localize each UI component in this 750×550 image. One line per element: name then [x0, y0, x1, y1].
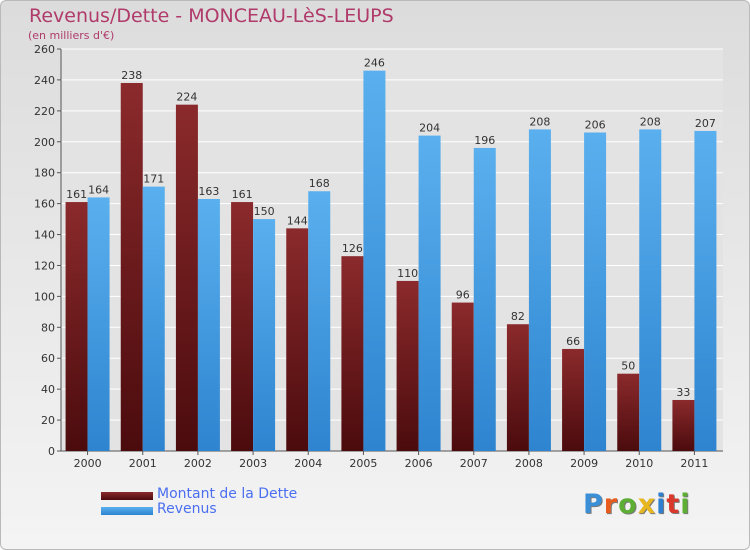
x-tick-label-2011: 2011 — [680, 457, 708, 470]
data-label-dette-2002: 224 — [176, 91, 197, 104]
legend-swatch-revenus — [101, 507, 153, 515]
data-label-dette-2011: 33 — [676, 386, 690, 399]
x-tick-label-2002: 2002 — [184, 457, 212, 470]
bar-dette-2004 — [286, 228, 309, 451]
y-tick-label: 80 — [41, 321, 55, 334]
y-tick-label: 100 — [34, 290, 55, 303]
x-tick-label-2006: 2006 — [405, 457, 433, 470]
chart-title: Revenus/Dette - MONCEAU-LèS-LEUPS — [29, 5, 394, 27]
x-tick-label-2007: 2007 — [460, 457, 488, 470]
bar-dette-2003 — [231, 202, 254, 451]
logo-letter: P — [583, 489, 604, 520]
bar-revenus-2008 — [528, 129, 551, 451]
data-label-dette-2006: 110 — [397, 267, 418, 280]
bar-dette-2006 — [396, 280, 419, 451]
y-tick-label: 240 — [34, 74, 55, 87]
bar-revenus-2009 — [584, 132, 607, 451]
legend-label-dette: Montant de la Dette — [157, 486, 298, 502]
bar-dette-2002 — [175, 104, 198, 452]
bar-revenus-2002 — [197, 198, 220, 451]
bar-revenus-2005 — [363, 70, 386, 452]
logo-letter: r — [603, 489, 619, 520]
bar-dette-2008 — [506, 324, 529, 451]
y-tick-label: 160 — [34, 198, 55, 211]
logo-letter: i — [680, 489, 691, 520]
data-label-dette-2005: 126 — [342, 242, 363, 255]
bar-revenus-2004 — [308, 191, 331, 451]
data-label-dette-2010: 50 — [621, 360, 635, 373]
y-tick-label: 60 — [41, 352, 55, 365]
data-label-revenus-2002: 163 — [198, 185, 219, 198]
bar-revenus-2007 — [473, 147, 496, 451]
x-tick-label-2008: 2008 — [515, 457, 543, 470]
y-tick-label: 260 — [34, 43, 55, 56]
data-label-revenus-2011: 207 — [695, 117, 716, 130]
y-tick-label: 180 — [34, 167, 55, 180]
data-label-dette-2008: 82 — [511, 310, 525, 323]
bar-dette-2000 — [65, 202, 88, 451]
y-tick-label: 40 — [41, 383, 55, 396]
data-label-revenus-2007: 196 — [474, 134, 495, 147]
bar-revenus-2010 — [639, 129, 662, 451]
x-tick-label-2004: 2004 — [294, 457, 322, 470]
data-label-revenus-2008: 208 — [529, 115, 550, 128]
logo-letter: i — [656, 489, 667, 520]
bar-revenus-2001 — [142, 186, 165, 451]
y-tick-label: 140 — [34, 229, 55, 242]
data-label-revenus-2000: 164 — [88, 183, 109, 196]
data-label-dette-2004: 144 — [287, 214, 308, 227]
bar-dette-2007 — [451, 302, 474, 451]
data-label-revenus-2004: 168 — [309, 177, 330, 190]
logo-letter: o — [618, 489, 638, 520]
data-label-dette-2003: 161 — [232, 188, 253, 201]
x-tick-label-2005: 2005 — [349, 457, 377, 470]
bar-dette-2011 — [672, 399, 695, 451]
y-tick-label: 120 — [34, 259, 55, 272]
chart-subtitle: (en milliers d'€) — [28, 29, 115, 42]
y-tick-label: 220 — [34, 105, 55, 118]
data-label-revenus-2003: 150 — [254, 205, 275, 218]
y-tick-label: 200 — [34, 136, 55, 149]
y-tick-label: 0 — [48, 445, 55, 458]
data-label-revenus-2009: 206 — [585, 118, 606, 131]
data-label-dette-2007: 96 — [456, 289, 470, 302]
bar-revenus-2006 — [418, 135, 441, 452]
data-label-revenus-2006: 204 — [419, 122, 440, 135]
data-label-revenus-2010: 208 — [640, 115, 661, 128]
x-tick-label-2010: 2010 — [625, 457, 653, 470]
data-label-revenus-2001: 171 — [143, 173, 164, 186]
x-tick-label-2003: 2003 — [239, 457, 267, 470]
bar-dette-2001 — [120, 83, 143, 451]
plot-area — [61, 49, 723, 451]
bar-dette-2009 — [562, 348, 585, 451]
data-label-dette-2001: 238 — [121, 69, 142, 82]
x-tick-label-2001: 2001 — [129, 457, 157, 470]
bar-revenus-2000 — [87, 197, 110, 451]
logo-letter: x — [637, 489, 657, 520]
logo-letter: t — [666, 489, 681, 520]
legend-swatch-dette — [101, 492, 153, 500]
x-tick-label-2000: 2000 — [74, 457, 102, 470]
data-label-revenus-2005: 246 — [364, 57, 385, 70]
legend-label-revenus: Revenus — [157, 501, 217, 517]
proxiti-logo: Proxiti — [583, 489, 691, 520]
bar-dette-2010 — [617, 373, 640, 451]
data-label-dette-2000: 161 — [66, 188, 87, 201]
bar-revenus-2003 — [253, 219, 276, 451]
x-tick-label-2009: 2009 — [570, 457, 598, 470]
bar-revenus-2011 — [694, 130, 717, 451]
y-tick-label: 20 — [41, 414, 55, 427]
data-label-dette-2009: 66 — [566, 335, 580, 348]
bar-dette-2005 — [341, 256, 364, 451]
